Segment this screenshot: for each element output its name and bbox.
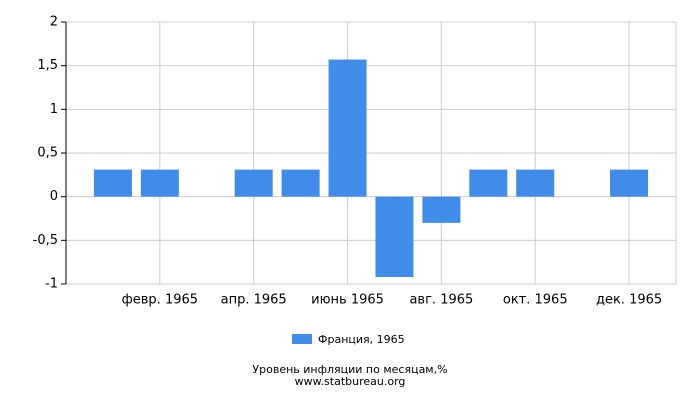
x-tick-label: окт. 1965 [503, 293, 568, 308]
bar [610, 169, 649, 197]
y-tick-label: -0,5 [33, 233, 58, 248]
y-tick-label: 1 [50, 102, 58, 117]
bar [93, 169, 132, 197]
bar [375, 196, 414, 278]
x-tick-label: дек. 1965 [596, 293, 662, 308]
x-tick-label: апр. 1965 [221, 293, 287, 308]
bar [281, 169, 320, 197]
bar [422, 196, 461, 223]
y-tick-label: 0 [50, 189, 58, 204]
y-tick-label: 1,5 [37, 58, 58, 73]
bar [469, 169, 508, 197]
legend-label: Франция, 1965 [318, 333, 405, 346]
bar [328, 59, 367, 197]
x-tick-label: июнь 1965 [311, 293, 384, 308]
bar [516, 169, 555, 197]
bar [234, 169, 273, 197]
x-tick-label: февр. 1965 [122, 293, 198, 308]
y-tick-label: -1 [45, 277, 58, 292]
chart-title: Уровень инфляции по месяцам,% [252, 363, 447, 376]
x-tick-label: авг. 1965 [409, 293, 473, 308]
bar [140, 169, 179, 197]
y-tick-label: 2 [50, 15, 58, 30]
y-tick-label: 0,5 [37, 146, 58, 161]
legend-swatch [292, 334, 312, 344]
chart-subtitle: www.statbureau.org [295, 375, 406, 388]
